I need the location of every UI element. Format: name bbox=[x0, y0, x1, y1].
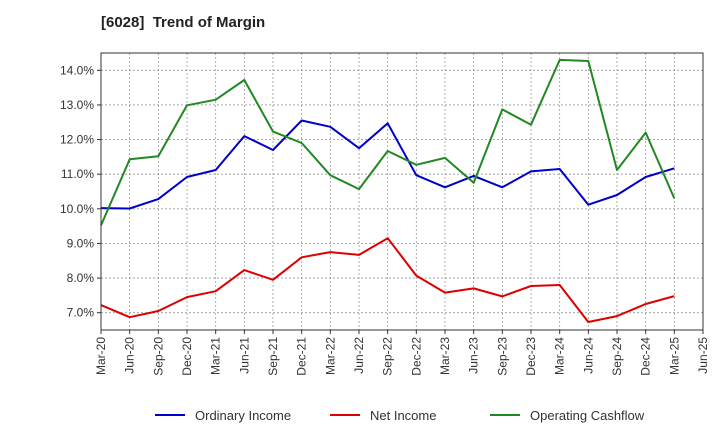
x-tick-label: Dec-20 bbox=[180, 337, 194, 376]
y-tick-label: 9.0% bbox=[67, 236, 95, 250]
legend-label-net-income: Net Income bbox=[370, 408, 436, 423]
x-tick-label: Sep-22 bbox=[381, 337, 395, 376]
x-tick-label: Mar-22 bbox=[323, 337, 337, 375]
series-line-ordinary-income bbox=[100, 119, 675, 210]
x-tick-label: Dec-22 bbox=[409, 337, 423, 376]
y-tick-label: 13.0% bbox=[60, 98, 94, 112]
x-tick-label: Dec-23 bbox=[524, 337, 538, 376]
x-tick-label: Sep-23 bbox=[495, 337, 509, 376]
y-tick-label: 12.0% bbox=[60, 133, 94, 147]
x-tick-label: Mar-25 bbox=[667, 337, 681, 375]
x-tick-label: Mar-23 bbox=[438, 337, 452, 375]
series-line-operating-cashflow bbox=[100, 58, 676, 226]
x-tick-label: Mar-24 bbox=[553, 337, 567, 375]
y-tick-label: 14.0% bbox=[60, 63, 94, 77]
plot-frame bbox=[100, 52, 704, 331]
x-tick-label: Mar-21 bbox=[209, 337, 223, 375]
series-layer bbox=[100, 58, 676, 323]
legend-label-ordinary-income: Ordinary Income bbox=[195, 408, 291, 423]
x-tick-label: Jun-21 bbox=[237, 337, 251, 374]
x-tick-label: Sep-24 bbox=[610, 337, 624, 376]
y-tick-label: 7.0% bbox=[67, 306, 95, 320]
y-tick-label: 11.0% bbox=[61, 167, 94, 181]
y-axis: 7.0% 8.0% 9.0% 10.0% 11.0% 12.0% 13.0% 14.0% bbox=[60, 63, 101, 320]
x-tick-label: Dec-24 bbox=[639, 337, 653, 376]
x-tick-label: Jun-23 bbox=[467, 337, 481, 374]
x-tick-label: Mar-20 bbox=[94, 337, 108, 375]
legend-label-operating-cashflow: Operating Cashflow bbox=[530, 408, 645, 423]
x-tick-label: Jun-25 bbox=[696, 337, 710, 374]
x-tick-label: Sep-21 bbox=[266, 337, 280, 376]
x-axis: Mar-20 Jun-20 Sep-20 Dec-20 Mar-21 Jun-21 Sep-… bbox=[94, 330, 710, 376]
y-tick-label: 8.0% bbox=[67, 271, 95, 285]
grid-layer bbox=[100, 53, 704, 330]
series-line-net-income bbox=[100, 237, 675, 323]
x-tick-label: Jun-22 bbox=[352, 337, 366, 374]
y-tick-label: 10.0% bbox=[60, 202, 94, 216]
chart-title: [6028] Trend of Margin bbox=[101, 14, 266, 31]
x-tick-label: Jun-20 bbox=[123, 337, 137, 374]
x-tick-label: Dec-21 bbox=[295, 337, 309, 376]
x-tick-label: Jun-24 bbox=[581, 337, 595, 374]
x-tick-label: Sep-20 bbox=[151, 337, 165, 376]
legend: Ordinary Income Net Income Operating Cashf… bbox=[155, 408, 645, 423]
